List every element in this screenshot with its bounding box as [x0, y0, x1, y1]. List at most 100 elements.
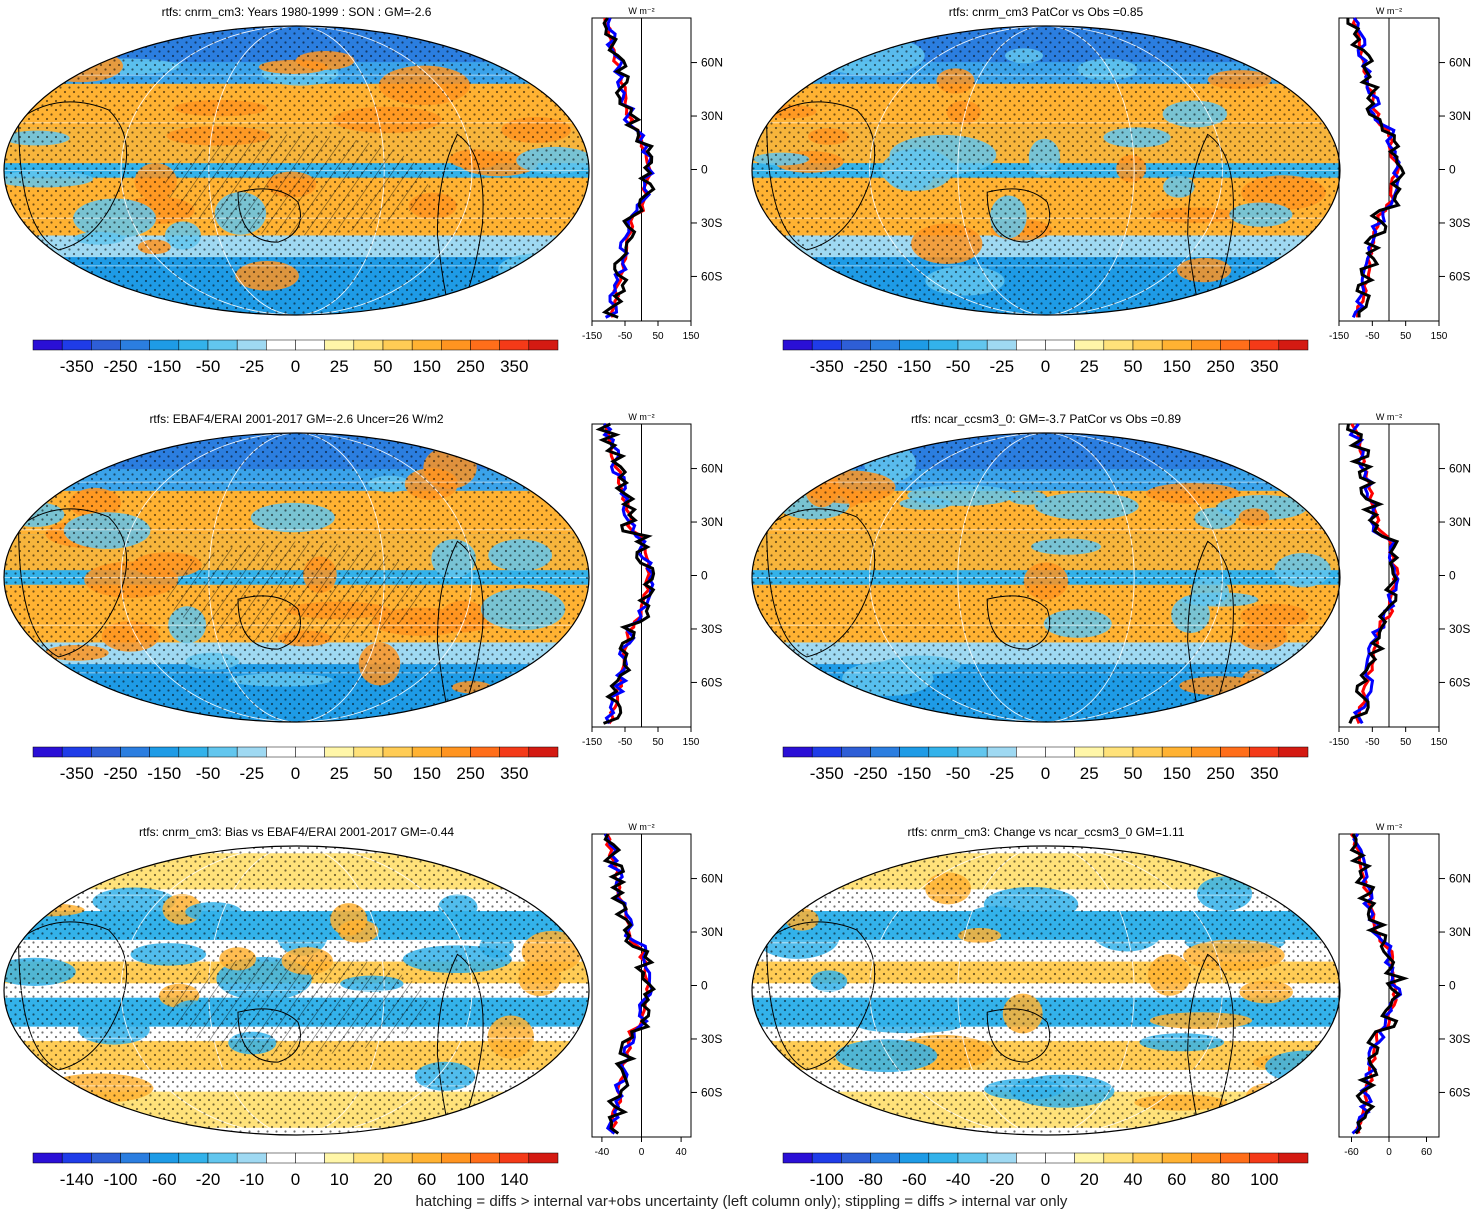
- profile-xtick-label: 50: [1400, 737, 1412, 748]
- colorbar-tick-label: 50: [1124, 357, 1143, 376]
- colorbar-swatch: [470, 746, 500, 758]
- colorbar-swatch: [1191, 1152, 1221, 1164]
- colorbar-swatch: [1074, 339, 1105, 351]
- colorbar-tick-label: 150: [1163, 357, 1191, 376]
- colorbar-swatch: [841, 339, 871, 351]
- profile-ytick-label: 30N: [1449, 109, 1471, 123]
- colorbar-swatch: [1161, 746, 1192, 758]
- colorbar-tick-label: 350: [1250, 357, 1278, 376]
- profile-xtick-label: -50: [618, 737, 633, 748]
- profile-ytick-label: 30S: [1449, 622, 1470, 636]
- colorbar-swatch: [870, 339, 900, 351]
- profile-xtick-label: -50: [1365, 331, 1380, 342]
- colorbar-swatch: [149, 339, 180, 351]
- colorbar-swatch: [61, 339, 92, 351]
- colorbar-swatch: [1161, 339, 1192, 351]
- colorbar-tick-label: -20: [196, 1170, 221, 1189]
- profile-curve-other: [1346, 18, 1406, 318]
- colorbar-swatch: [957, 746, 988, 758]
- colorbar-swatch: [91, 1152, 121, 1164]
- colorbar-swatch: [841, 1152, 871, 1164]
- colorbar-swatch: [411, 1152, 442, 1164]
- profile-xtick-label: 0: [1386, 1147, 1392, 1158]
- colorbar-tick-label: -20: [989, 1170, 1014, 1189]
- colorbar-swatch: [120, 746, 150, 758]
- colorbar-tick-label: -25: [989, 764, 1014, 783]
- colorbar-swatch: [32, 339, 63, 351]
- profile-ytick-label: 60S: [1449, 269, 1470, 283]
- colorbar-tick-label: -50: [196, 357, 221, 376]
- colorbar-tick-label: 350: [500, 357, 528, 376]
- profile-ytick-label: 60N: [701, 462, 723, 476]
- profile-xtick-label: -150: [582, 331, 602, 342]
- map-border: [3, 25, 590, 316]
- colorbar-swatch: [266, 1152, 296, 1164]
- map-panel-4: rtfs: ncar_ccsm3_0: GM=-3.7 PatCor vs Ob…: [751, 412, 1341, 723]
- profile-curve-other: [595, 422, 656, 725]
- map-border: [751, 845, 1341, 1136]
- colorbar-swatch: [295, 1152, 325, 1164]
- colorbar-tick-label: 25: [330, 764, 349, 783]
- profile-ytick-label: 0: [701, 163, 708, 177]
- profile-ytick-label: 30S: [701, 622, 722, 636]
- profile-ytick-label: 0: [701, 569, 708, 583]
- colorbar-tick-label: -60: [902, 1170, 927, 1189]
- profile-ytick-label: 0: [1449, 979, 1456, 993]
- profile-curve-other: [601, 17, 656, 319]
- profile-unit: W m⁻²: [628, 6, 654, 16]
- colorbar-tick-label: -250: [853, 764, 887, 783]
- colorbar-swatch: [178, 746, 209, 758]
- colorbar-tick-label: -140: [60, 1170, 94, 1189]
- colorbar-swatch: [91, 746, 121, 758]
- colorbar-swatch: [1191, 339, 1221, 351]
- profile-ytick-label: 30N: [701, 925, 723, 939]
- map-border: [751, 25, 1341, 316]
- colorbar-tick-label: 250: [1206, 764, 1234, 783]
- colorbar-tick-label: 140: [500, 1170, 528, 1189]
- colorbar-swatch: [324, 339, 355, 351]
- map-field: [4, 846, 589, 1135]
- colorbar-swatch: [499, 1152, 530, 1164]
- profile-xtick-label: 50: [652, 331, 664, 342]
- profile-xtick-label: -50: [1365, 737, 1380, 748]
- colorbar-swatch: [266, 339, 296, 351]
- colorbar-swatch: [382, 1152, 413, 1164]
- colorbar-swatch: [1278, 339, 1309, 351]
- map-title: rtfs: cnrm_cm3: Change vs ncar_ccsm3_0 G…: [908, 825, 1185, 839]
- colorbar-tick-label: 0: [1041, 764, 1050, 783]
- profile-ytick-label: 0: [1449, 569, 1456, 583]
- profile-ytick-label: 60S: [701, 1085, 722, 1099]
- profile-curve-model: [604, 17, 655, 319]
- profile-xtick-label: 60: [1421, 1147, 1433, 1158]
- colorbar-swatch: [441, 746, 471, 758]
- colorbar-swatch: [295, 339, 325, 351]
- stipple-overlay: [752, 26, 1340, 315]
- colorbar-tick-label: 25: [1080, 764, 1099, 783]
- colorbar-tick-label: 80: [1211, 1170, 1230, 1189]
- profile-ytick-label: 60S: [1449, 675, 1470, 689]
- colorbar-swatch: [149, 1152, 180, 1164]
- colorbar-swatch: [811, 1152, 842, 1164]
- colorbar-swatch: [32, 746, 63, 758]
- colorbar-swatch: [149, 746, 180, 758]
- colorbar-tick-label: -50: [946, 357, 971, 376]
- colorbar-swatch: [236, 1152, 267, 1164]
- colorbar-tick-label: 0: [291, 764, 300, 783]
- colorbar-tick-label: 20: [374, 1170, 393, 1189]
- colorbar-swatch: [120, 1152, 150, 1164]
- colorbar-3: -350 -250 -150 -50 -25 0 25 50 150 250 350: [32, 746, 559, 783]
- colorbar-swatch: [899, 339, 930, 351]
- profile-ytick-label: 60S: [1449, 1085, 1470, 1099]
- hatch-overlay: [164, 954, 429, 1056]
- profile-xtick-label: 50: [652, 737, 664, 748]
- colorbar-swatch: [1132, 1152, 1163, 1164]
- map-border: [751, 432, 1341, 723]
- colorbar-tick-label: 150: [413, 764, 441, 783]
- profile-xtick-label: -150: [582, 737, 602, 748]
- map-panel-5: rtfs: cnrm_cm3: Bias vs EBAF4/ERAI 2001-…: [3, 825, 590, 1136]
- profile-curve-other: [1349, 833, 1410, 1135]
- profile-curve-other: [602, 833, 657, 1135]
- colorbar-swatch: [1220, 339, 1250, 351]
- colorbar-swatch: [499, 339, 530, 351]
- hatch-overlay: [164, 541, 429, 643]
